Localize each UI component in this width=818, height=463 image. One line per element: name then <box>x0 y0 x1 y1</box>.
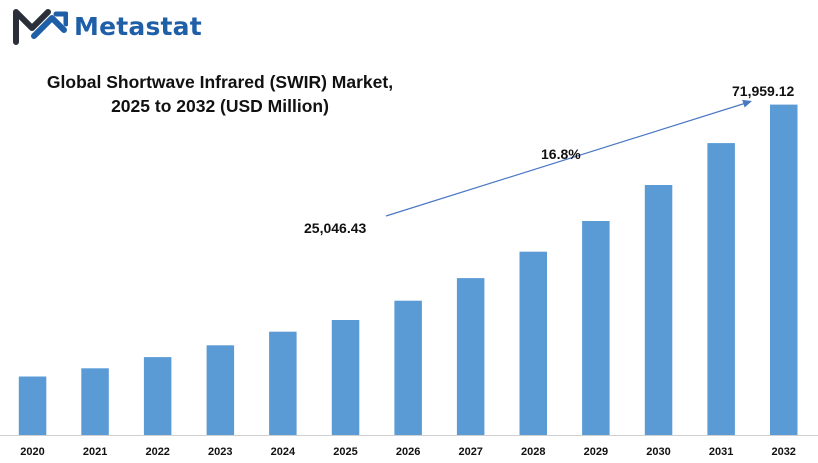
x-tick-label: 2028 <box>521 446 545 458</box>
bar-2024 <box>269 331 297 435</box>
bar-2021 <box>81 368 109 435</box>
chart-title: Global Shortwave Infrared (SWIR) Market,… <box>0 70 440 118</box>
x-tick-label: 2020 <box>20 446 44 458</box>
x-tick-label: 2029 <box>584 446 608 458</box>
cagr-label: 16.8% <box>541 146 581 162</box>
x-tick-label: 2027 <box>458 446 482 458</box>
metastat-logo: Metastat <box>12 6 202 46</box>
start-value-label: 25,046.43 <box>304 220 366 236</box>
chart-title-line2: 2025 to 2032 (USD Million) <box>111 96 329 116</box>
bar-2031 <box>707 143 735 435</box>
x-tick-label: 2021 <box>83 446 107 458</box>
x-tick-label: 2023 <box>208 446 232 458</box>
bar-2022 <box>143 357 172 435</box>
bar-2026 <box>394 300 422 435</box>
x-tick-label: 2026 <box>396 446 420 458</box>
metastat-logo-icon <box>13 9 68 45</box>
brand-name: Metastat <box>74 11 202 41</box>
bar-2027 <box>456 278 485 435</box>
x-tick-label: 2024 <box>271 446 296 458</box>
bar-2023 <box>206 345 235 435</box>
bar-2020 <box>18 376 47 435</box>
bar-2028 <box>519 251 547 435</box>
x-tick-label: 2025 <box>333 446 357 458</box>
x-tick-label: 2030 <box>646 446 670 458</box>
bar-2032 <box>770 104 798 435</box>
x-tick-label: 2031 <box>709 446 733 458</box>
trend-arrow-head <box>742 99 752 108</box>
trend-arrow <box>385 102 747 217</box>
x-tick-label: 2022 <box>145 446 169 458</box>
x-tick-label: 2032 <box>771 446 795 458</box>
bar-2029 <box>582 221 610 435</box>
chart-title-line1: Global Shortwave Infrared (SWIR) Market, <box>46 72 394 92</box>
bar-2025 <box>331 320 360 435</box>
bar-2030 <box>644 185 673 435</box>
end-value-label: 71,959.12 <box>732 83 794 99</box>
